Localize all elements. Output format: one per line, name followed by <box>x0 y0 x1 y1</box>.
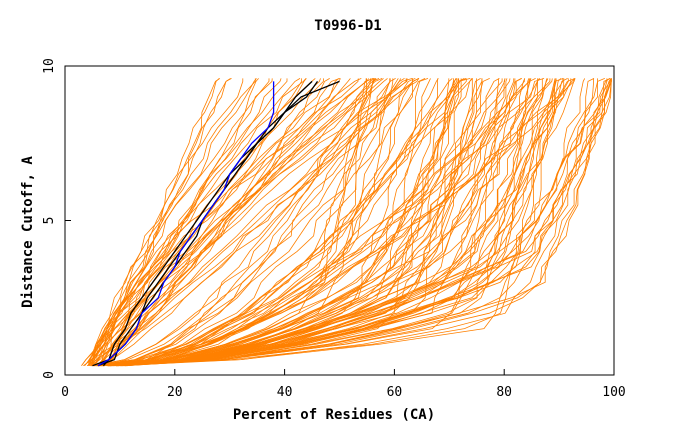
y-axis-label: Distance Cutoff, A <box>20 156 36 308</box>
x-tick-label: 100 <box>602 385 625 400</box>
model-curve <box>90 78 405 365</box>
y-tick-label: 5 <box>42 217 57 225</box>
chart-title: T0996-D1 <box>314 18 381 34</box>
x-tick-label: 40 <box>277 385 293 400</box>
gdt-plot: T0996-D1 0 20 40 60 80 100 0 5 10 Percent of Re… <box>0 0 680 440</box>
model-curve <box>122 78 459 365</box>
model-curve <box>108 78 461 365</box>
y-axis-ticks: 0 5 10 <box>42 58 71 379</box>
x-axis-ticks: 0 20 40 60 80 100 <box>61 369 626 400</box>
x-tick-label: 60 <box>387 385 403 400</box>
x-tick-label: 20 <box>167 385 183 400</box>
x-tick-label: 80 <box>496 385 512 400</box>
model-curve <box>119 78 449 365</box>
x-axis-label: Percent of Residues (CA) <box>233 407 435 423</box>
background-model-curves <box>82 78 612 365</box>
model-curve <box>107 78 575 365</box>
y-tick-label: 10 <box>42 58 57 74</box>
y-tick-label: 0 <box>42 371 57 379</box>
model-curve <box>111 78 382 365</box>
x-tick-label: 0 <box>61 385 69 400</box>
